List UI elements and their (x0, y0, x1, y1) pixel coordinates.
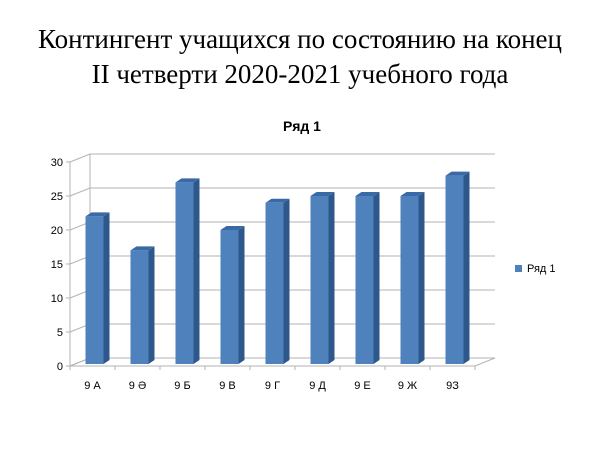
y-axis-ticks: 0 5 10 15 20 25 30 (51, 157, 70, 373)
y-tick-label: 30 (51, 157, 63, 169)
slide-title: Контингент учащихся по состоянию на коне… (0, 22, 600, 92)
chart-bars (85, 171, 470, 364)
y-tick-label: 15 (51, 259, 63, 271)
slide-title-line-1: Контингент учащихся по состоянию на коне… (37, 24, 562, 54)
x-tick-label: 9 Г (265, 380, 280, 392)
bar-top (265, 198, 290, 203)
x-tick-label: 9З (446, 380, 459, 392)
bar-front (85, 216, 104, 364)
y-tick-label: 0 (57, 361, 63, 373)
bar-side (238, 226, 245, 364)
bar-side (373, 192, 380, 364)
bar-front (130, 250, 149, 364)
bar (400, 192, 425, 364)
x-tick-label: 9 Д (309, 380, 326, 392)
bar-side (193, 178, 200, 364)
slide-title-line-2: II четверти 2020-2021 учебного года (91, 59, 509, 89)
legend-label: Ряд 1 (527, 263, 556, 275)
bar-top (175, 178, 200, 183)
bar (85, 212, 110, 364)
y-tick-label: 20 (51, 225, 63, 237)
gridline (69, 153, 495, 163)
x-tick-label: 9 Ж (398, 380, 417, 392)
bar-front (400, 196, 419, 364)
y-tick-label: 5 (57, 327, 63, 339)
bar-front (355, 196, 374, 364)
gridline (69, 187, 495, 197)
bar (265, 198, 290, 364)
bar-front (175, 182, 194, 364)
bar-top (355, 192, 380, 196)
bar (175, 178, 200, 364)
bar-front (220, 230, 239, 364)
bar (220, 226, 245, 364)
bar-front (310, 196, 329, 364)
x-axis-ticks: 9 А 9 Ә 9 Б 9 В 9 Г 9 Д 9 Е 9 Ж 9З (69, 366, 476, 392)
bar-top (85, 212, 110, 217)
bar-side (103, 212, 110, 364)
bar-side (283, 198, 290, 364)
bar-front (265, 202, 284, 364)
x-tick-label: 9 А (84, 380, 101, 392)
chart-legend: Ряд 1 (515, 263, 556, 275)
chart-title: Ряд 1 (283, 118, 321, 134)
y-tick-label: 10 (51, 293, 63, 305)
bar (310, 192, 335, 364)
x-tick-label: 9 Б (174, 380, 190, 392)
bar (130, 246, 155, 364)
x-tick-label: 9 Е (354, 380, 371, 392)
bar (355, 192, 380, 364)
bar-front (445, 175, 464, 364)
bar-top (310, 192, 335, 196)
legend-swatch (515, 265, 522, 272)
bar-side (328, 192, 335, 364)
bar-side (148, 246, 155, 364)
x-tick-label: 9 Ә (129, 380, 146, 392)
bar-top (220, 226, 245, 230)
bar (445, 171, 470, 364)
x-tick-label: 9 В (219, 380, 236, 392)
bar-top (445, 171, 470, 176)
y-tick-label: 25 (51, 191, 63, 203)
bar-top (400, 192, 425, 196)
bar-side (418, 192, 425, 364)
bar-top (130, 246, 155, 251)
bar-side (463, 171, 470, 364)
